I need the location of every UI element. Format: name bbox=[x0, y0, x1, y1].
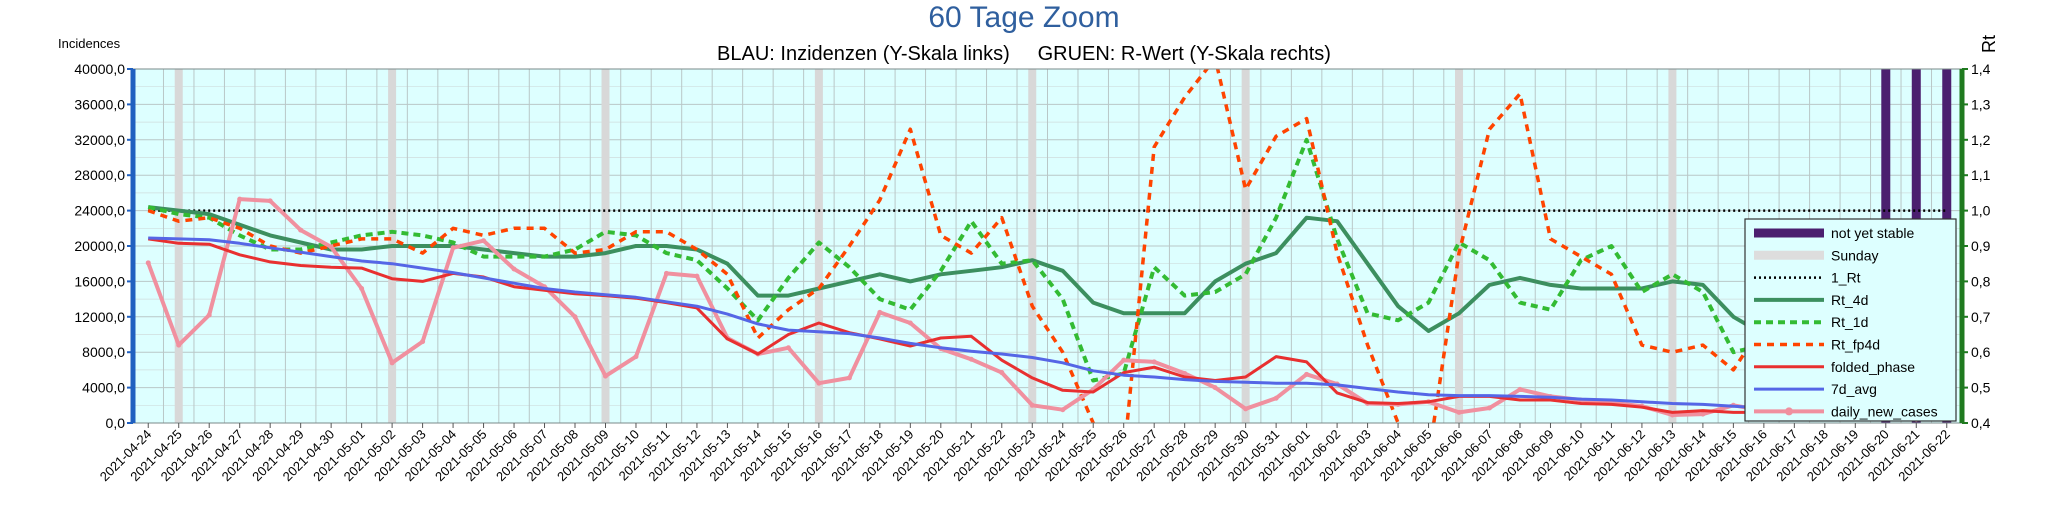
series-Rt-1d bbox=[147, 137, 1949, 383]
y-tick-label: 28000,0 bbox=[74, 167, 125, 183]
y2-tick-label: 1,0 bbox=[1971, 203, 1991, 219]
daily-new-cases-point bbox=[1212, 385, 1218, 391]
chart-subtitle: BLAU: Inzidenzen (Y-Skala links) GRUEN: … bbox=[717, 43, 1331, 65]
sunday-band bbox=[814, 69, 823, 423]
y2-tick-label: 1,4 bbox=[1971, 61, 1991, 77]
daily-new-cases-point bbox=[1700, 411, 1706, 417]
daily-new-cases-point bbox=[785, 345, 791, 351]
daily-new-cases-point bbox=[328, 244, 334, 250]
sunday-band bbox=[1241, 69, 1250, 423]
legend-label: Rt_1d bbox=[1831, 314, 1868, 330]
series-folded-phase bbox=[147, 237, 1947, 420]
legend-label: Rt_fp4d bbox=[1831, 337, 1880, 353]
y2-tick-label: 0,8 bbox=[1971, 273, 1991, 289]
y2-ticks: 0,4 0,5 0,6 0,7 0,8 0,9 1,0 1,1 1,2 1,3 1,4 bbox=[1962, 61, 1991, 431]
daily-new-cases-point bbox=[572, 314, 578, 320]
legend-marker bbox=[1785, 407, 1793, 416]
daily-new-cases-point bbox=[511, 266, 517, 272]
y-tick-label: 24000,0 bbox=[74, 203, 125, 219]
legend-label: Sunday bbox=[1831, 247, 1878, 263]
daily-new-cases-point bbox=[206, 312, 212, 318]
daily-new-cases-point bbox=[907, 320, 913, 326]
daily-new-cases-point bbox=[877, 309, 883, 315]
daily-new-cases-point bbox=[1182, 370, 1188, 376]
daily-new-cases-point bbox=[1243, 406, 1249, 412]
daily-new-cases-point bbox=[1151, 359, 1157, 365]
daily-new-cases-point bbox=[176, 342, 182, 348]
y2-tick-label: 0,4 bbox=[1971, 415, 1991, 431]
daily-new-cases-point bbox=[145, 260, 151, 266]
legend-label: 1_Rt bbox=[1831, 270, 1861, 286]
y-tick-label: 40000,0 bbox=[74, 61, 125, 77]
daily-new-cases-point bbox=[237, 196, 243, 202]
daily-new-cases-point bbox=[450, 245, 456, 251]
daily-new-cases-point bbox=[1304, 371, 1310, 377]
legend-label: daily_new_cases bbox=[1831, 403, 1938, 419]
daily-new-cases-point bbox=[633, 354, 639, 360]
y2-tick-label: 1,1 bbox=[1971, 167, 1991, 183]
daily-new-cases-point bbox=[1029, 402, 1035, 408]
y-tick-label: 36000,0 bbox=[74, 96, 125, 112]
x-ticks: 2021-04-242021-04-252021-04-262021-04-27… bbox=[97, 423, 1953, 484]
daily-new-cases-point bbox=[267, 198, 273, 204]
y-ticks: 0,0 4000,0 8000,0 12000,0 16000,0 20000,0 2400… bbox=[74, 61, 133, 431]
daily-new-cases-point bbox=[298, 227, 304, 233]
y2-tick-label: 0,9 bbox=[1971, 238, 1991, 254]
daily-new-cases-point bbox=[999, 370, 1005, 376]
daily-new-cases-point bbox=[602, 373, 608, 379]
y-tick-label: 8000,0 bbox=[82, 344, 125, 360]
y2-tick-label: 1,2 bbox=[1971, 132, 1991, 148]
daily-new-cases-point bbox=[1517, 386, 1523, 392]
daily-new-cases-point bbox=[1121, 357, 1127, 363]
daily-new-cases-point bbox=[816, 380, 822, 386]
y-tick-label: 0,0 bbox=[106, 415, 126, 431]
series-7d-avg bbox=[148, 236, 1947, 416]
legend-label: 7d_avg bbox=[1831, 381, 1877, 397]
y-tick-label: 32000,0 bbox=[74, 132, 125, 148]
daily-new-cases-point bbox=[846, 375, 852, 381]
chart-title: 60 Tage Zoom bbox=[928, 1, 1119, 34]
y2-tick-label: 0,7 bbox=[1971, 309, 1991, 325]
daily-new-cases-point bbox=[1487, 405, 1493, 411]
daily-new-cases-point bbox=[389, 360, 395, 366]
daily-new-cases-point bbox=[1273, 395, 1279, 401]
y2-tick-label: 0,6 bbox=[1971, 344, 1991, 360]
sunday-band bbox=[1028, 69, 1037, 423]
daily-new-cases-point bbox=[481, 238, 487, 244]
legend-label: folded_phase bbox=[1831, 359, 1915, 375]
daily-new-cases-point bbox=[1060, 407, 1066, 413]
y2-tick-label: 0,5 bbox=[1971, 380, 1991, 396]
sunday-band bbox=[174, 69, 183, 423]
daily-new-cases-point bbox=[359, 285, 365, 291]
legend: not yet stable Sunday 1_Rt Rt_4d Rt_1d Rt_fp4… bbox=[1744, 218, 1957, 422]
daily-new-cases-point bbox=[663, 270, 669, 276]
daily-new-cases-point bbox=[968, 356, 974, 362]
series-lines bbox=[145, 69, 1950, 423]
legend-label: not yet stable bbox=[1831, 225, 1914, 241]
daily-new-cases-point bbox=[1456, 409, 1462, 415]
y2-axis-label: Rt bbox=[1979, 35, 1999, 53]
y-tick-label: 4000,0 bbox=[82, 380, 125, 396]
daily-new-cases-point bbox=[694, 273, 700, 279]
y-tick-label: 20000,0 bbox=[74, 238, 125, 254]
sunday-band bbox=[1668, 69, 1677, 423]
y2-tick-label: 1,3 bbox=[1971, 96, 1991, 112]
sunday-band bbox=[601, 69, 610, 423]
series-Rt-fp4d bbox=[147, 69, 1949, 423]
legend-label: Rt_4d bbox=[1831, 292, 1868, 308]
grid bbox=[132, 68, 1963, 424]
y-axis-label: Incidences bbox=[58, 36, 121, 51]
daily-new-cases-point bbox=[420, 339, 426, 345]
y-tick-label: 12000,0 bbox=[74, 309, 125, 325]
y-tick-label: 16000,0 bbox=[74, 273, 125, 289]
